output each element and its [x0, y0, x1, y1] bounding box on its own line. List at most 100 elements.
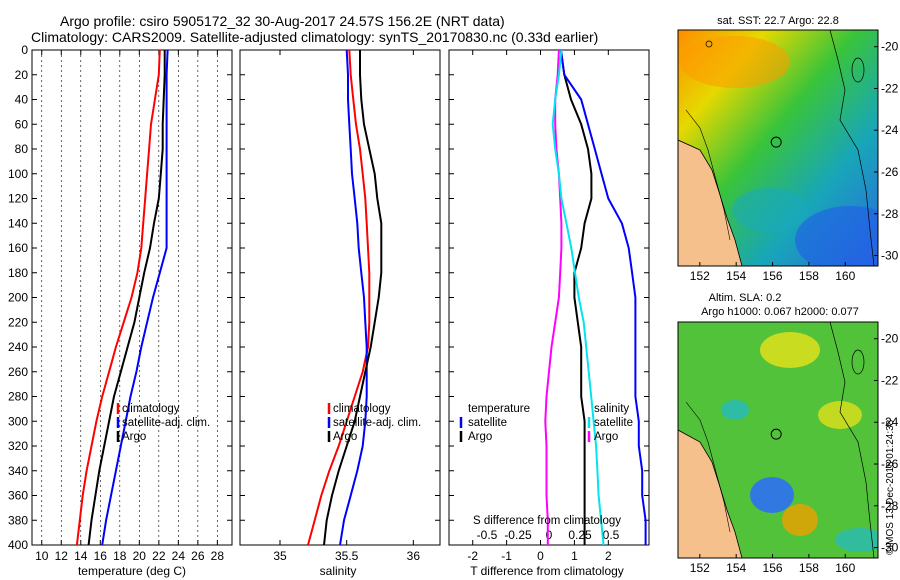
sla-high-patch	[760, 332, 820, 368]
temperature-series	[75, 50, 169, 545]
map-lon-label: 156	[763, 561, 783, 575]
series-line-satellite-adj-clim-	[101, 50, 169, 545]
map-lon-label: 154	[726, 561, 746, 575]
sla-argo-position-marker	[770, 428, 782, 440]
x-tick-label: 26	[191, 549, 205, 563]
series-line-climatology	[75, 50, 161, 545]
map-lat-label: -26	[881, 457, 899, 471]
map-lon-label: 152	[690, 561, 710, 575]
legend-s-satellite-label: satellite	[594, 417, 633, 429]
legend-salinity-heading: salinity	[594, 403, 629, 415]
legend-s-argo-label: Argo	[594, 431, 618, 443]
salinity-axes-frame	[239, 49, 441, 546]
difference-x-ticks: -2 -1 0 1 2 -0.5 -0.25 0 0.25 0.5	[467, 50, 620, 563]
sla-low-patch	[835, 528, 878, 552]
salinity-y-ticks	[240, 49, 440, 546]
legend-argo-label: Argo	[122, 431, 146, 443]
sla-low-patch	[721, 400, 749, 420]
map-lat-label: -24	[881, 415, 899, 429]
salinity-xlabel: salinity	[320, 564, 357, 578]
x-tick-label: 12	[55, 549, 69, 563]
depth-tick-label: 40	[15, 93, 29, 107]
temperature-legend: climatology satellite-adj. clim. Argo	[116, 403, 210, 443]
sla-map-title: Altim. SLA: 0.2	[709, 292, 782, 304]
map-lat-label: -26	[881, 165, 899, 179]
series-line-temperature-satellite-	[559, 50, 647, 545]
sst-map-title: sat. SST: 22.7 Argo: 22.8	[717, 15, 839, 27]
sst-reef-contour	[829, 30, 875, 266]
sst-map-ticks: 152 154 156 158 160 -20 -22 -24 -26 -28 -30	[690, 40, 899, 283]
map-lat-label: -30	[881, 541, 899, 555]
map-lon-label: 158	[799, 561, 819, 575]
sst-map: sat. SST: 22.7 Argo: 22.8 152 154 156 158 16…	[677, 15, 899, 283]
depth-tick-label: 160	[8, 241, 28, 255]
series-line-salinity-satellite-	[551, 50, 605, 545]
difference-legend: temperature satellite Argo salinity sate…	[459, 403, 633, 443]
legend-satellite-label: satellite-adj. clim.	[333, 417, 421, 429]
x-tick-label: 18	[113, 549, 127, 563]
x-tick-label: -1	[501, 549, 512, 563]
secondary-x-tick-label: -0.5	[477, 528, 498, 542]
sla-land	[678, 430, 742, 558]
sla-map-frame	[677, 321, 879, 559]
legend-climatology-label: climatology	[333, 403, 391, 415]
sla-shelf-contour	[685, 401, 731, 533]
depth-tick-label: 120	[8, 192, 28, 206]
x-tick-label: 1	[571, 549, 578, 563]
map-lon-label: 160	[835, 561, 855, 575]
x-tick-label: 24	[172, 549, 186, 563]
x-tick-label: 35	[273, 549, 287, 563]
x-tick-label: -2	[467, 549, 478, 563]
x-tick-label: 36	[407, 549, 421, 563]
temperature-xlabel: temperature (deg C)	[78, 564, 186, 578]
x-tick-label: 14	[74, 549, 88, 563]
temperature-panel: 10 12 14 16 18 20 22 24 26 28 temperature (deg C)…	[31, 49, 233, 578]
depth-tick-label: 100	[8, 167, 28, 181]
map-lon-label: 156	[763, 269, 783, 283]
series-line-satellite-adj-clim-	[339, 50, 368, 545]
map-lat-label: -28	[881, 207, 899, 221]
sst-cool-patch	[795, 206, 878, 266]
sst-map-frame	[677, 29, 879, 267]
depth-tick-label: 360	[8, 489, 28, 503]
temperature-y-ticks	[32, 49, 232, 546]
series-line-temperature-climatology-	[559, 50, 593, 545]
depth-tick-label: 20	[15, 68, 29, 82]
map-lat-label: -30	[881, 249, 899, 263]
map-lat-label: -28	[881, 499, 899, 513]
sst-land	[678, 140, 742, 266]
secondary-x-tick-label: 0.5	[603, 528, 620, 542]
legend-t-satellite-label: satellite	[468, 417, 507, 429]
sst-island	[851, 57, 865, 83]
depth-tick-label: 0	[21, 43, 28, 57]
credit-stamp: ©IMOS 13-Dec-2018 01:24:38	[885, 419, 896, 555]
sla-high-patch	[818, 401, 862, 429]
depth-tick-label: 300	[8, 414, 28, 428]
map-lat-label: -22	[881, 81, 899, 95]
secondary-x-tick-label: -0.25	[504, 528, 532, 542]
legend-t-argo-label: Argo	[468, 431, 492, 443]
depth-tick-label: 140	[8, 216, 28, 230]
map-lon-label: 158	[799, 269, 819, 283]
sla-map: Altim. SLA: 0.2 Argo h1000: 0.067 h2000:…	[677, 292, 899, 575]
depth-tick-label: 80	[15, 142, 29, 156]
map-lat-label: -24	[881, 123, 899, 137]
depth-tick-label: 260	[8, 365, 28, 379]
sst-argo-position-marker	[770, 136, 782, 148]
series-line-argo	[323, 50, 383, 545]
secondary-x-tick-label: 0	[546, 528, 553, 542]
depth-tick-label: 320	[8, 439, 28, 453]
sla-low-patch	[750, 477, 794, 513]
legend-satellite-label: satellite-adj. clim.	[122, 417, 210, 429]
x-tick-label: 28	[211, 549, 225, 563]
difference-panel: -2 -1 0 1 2 -0.5 -0.25 0 0.25 0.5 S difference fr…	[448, 49, 650, 578]
difference-axes-frame	[448, 49, 650, 546]
map-lon-label: 160	[835, 269, 855, 283]
legend-climatology-label: climatology	[122, 403, 180, 415]
depth-axis: 0 20 40 60 80 100 120 140 160 180 200 220 240 260 280 3…	[8, 43, 28, 552]
salinity-panel: 35 35.5 36 salinity climatology satellite-…	[239, 49, 441, 578]
secondary-x-tick-label: 0.25	[568, 528, 592, 542]
x-tick-label: 2	[605, 549, 612, 563]
figure-title-line1: Argo profile: csiro 5905172_32 30-Aug-20…	[60, 13, 505, 29]
series-line-climatology	[307, 50, 371, 545]
